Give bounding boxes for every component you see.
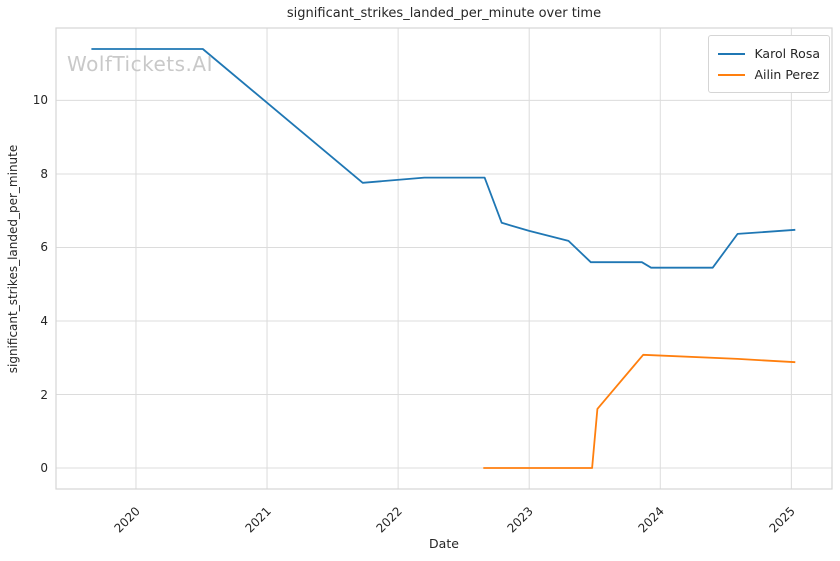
legend-line-swatch	[718, 73, 746, 76]
y-tick-label: 6	[40, 240, 48, 255]
y-tick-label: 0	[40, 461, 48, 476]
y-tick-label: 10	[32, 93, 48, 108]
x-axis-label: Date	[429, 536, 459, 551]
y-tick-label: 2	[40, 387, 48, 402]
y-tick-label: 8	[40, 166, 48, 181]
legend-label: Karol Rosa	[754, 46, 820, 61]
series-line-karol-rosa	[91, 48, 796, 269]
watermark: WolfTickets.AI	[67, 52, 213, 76]
y-tick-label: 4	[40, 313, 48, 328]
chart-title: significant_strikes_landed_per_minute ov…	[286, 6, 602, 21]
legend-label: Ailin Perez	[754, 67, 820, 82]
legend-item-ailin-perez: Ailin Perez	[718, 64, 820, 85]
legend-item-karol-rosa: Karol Rosa	[718, 43, 820, 64]
series-line-ailin-perez	[483, 353, 796, 469]
legend-line-swatch	[718, 52, 746, 55]
plot-border	[55, 27, 833, 490]
legend: Karol Rosa Ailin Perez	[708, 35, 830, 93]
